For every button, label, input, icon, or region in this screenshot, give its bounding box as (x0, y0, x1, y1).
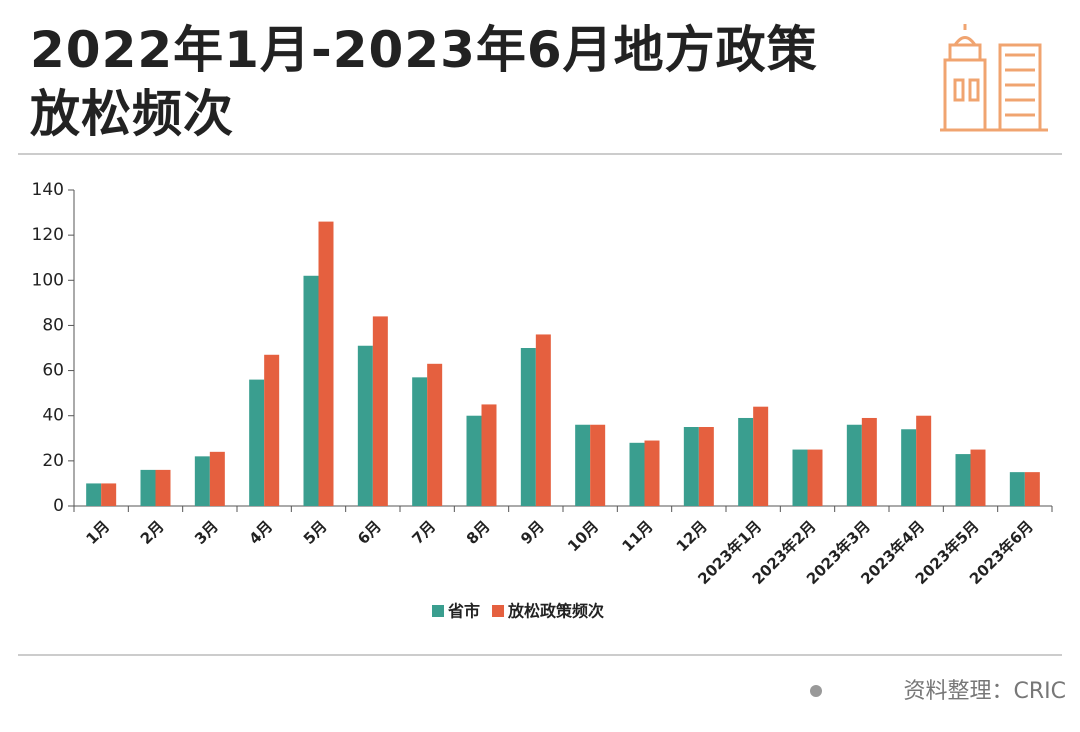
y-tick-label: 20 (42, 451, 64, 471)
bar (209, 451, 225, 506)
y-tick-label: 80 (42, 315, 64, 335)
y-tick-label: 60 (42, 361, 64, 381)
x-tick-label: 7月 (408, 517, 439, 548)
x-tick-label: 2月 (137, 517, 168, 548)
bar (264, 354, 280, 506)
bar (916, 415, 932, 506)
bar (807, 449, 823, 506)
x-tick-label: 1月 (82, 517, 113, 548)
x-tick-label: 5月 (300, 517, 331, 548)
y-tick-label: 0 (53, 496, 64, 516)
x-tick-label: 6月 (354, 517, 385, 548)
bar (970, 449, 986, 506)
bar (155, 469, 171, 506)
bar (644, 440, 660, 506)
legend-swatch (492, 605, 505, 617)
bar (753, 406, 769, 506)
x-tick-label: 12月 (673, 517, 711, 555)
bar (535, 334, 551, 506)
bar (520, 348, 536, 506)
bar (318, 221, 334, 506)
bar (575, 424, 591, 506)
x-tick-label: 9月 (517, 517, 548, 548)
bar (901, 429, 917, 506)
x-tick-label: 4月 (245, 517, 276, 548)
bar (683, 427, 699, 506)
bar (303, 275, 319, 506)
icon (940, 24, 1048, 132)
bar (1024, 472, 1040, 506)
bar (1009, 472, 1025, 506)
bar (86, 483, 102, 506)
bar (590, 424, 606, 506)
legend-label: 省市 (447, 602, 480, 621)
bar (140, 469, 156, 506)
bar (955, 454, 971, 506)
y-tick-label: 100 (32, 270, 64, 290)
y-tick-label: 40 (42, 406, 64, 426)
bar (101, 483, 117, 506)
x-tick-label: 11月 (618, 517, 656, 555)
bar (861, 417, 877, 506)
y-tick-label: 120 (32, 225, 64, 245)
bar (357, 345, 373, 506)
title: 2022年1月-2023年6月地方政策放松频次 (30, 21, 818, 143)
legend-swatch (432, 605, 444, 617)
legend-label: 放松政策频次 (507, 602, 604, 621)
x-tick-label: 3月 (191, 517, 222, 548)
bar (372, 316, 388, 506)
source-dot (810, 685, 822, 697)
source: 资料整理：CRIC (904, 679, 1067, 704)
y-tick-label: 140 (32, 180, 64, 200)
bar (698, 427, 714, 506)
bar (481, 404, 497, 506)
x-tick-label: 8月 (463, 517, 494, 548)
bar (629, 442, 645, 506)
bar (194, 456, 210, 506)
x-tick-label: 10月 (564, 517, 602, 555)
bar (249, 379, 265, 506)
bar (846, 424, 862, 506)
bar (427, 363, 443, 506)
bar (738, 417, 754, 506)
bar (792, 449, 808, 506)
bar (466, 415, 482, 506)
bar (412, 377, 428, 506)
